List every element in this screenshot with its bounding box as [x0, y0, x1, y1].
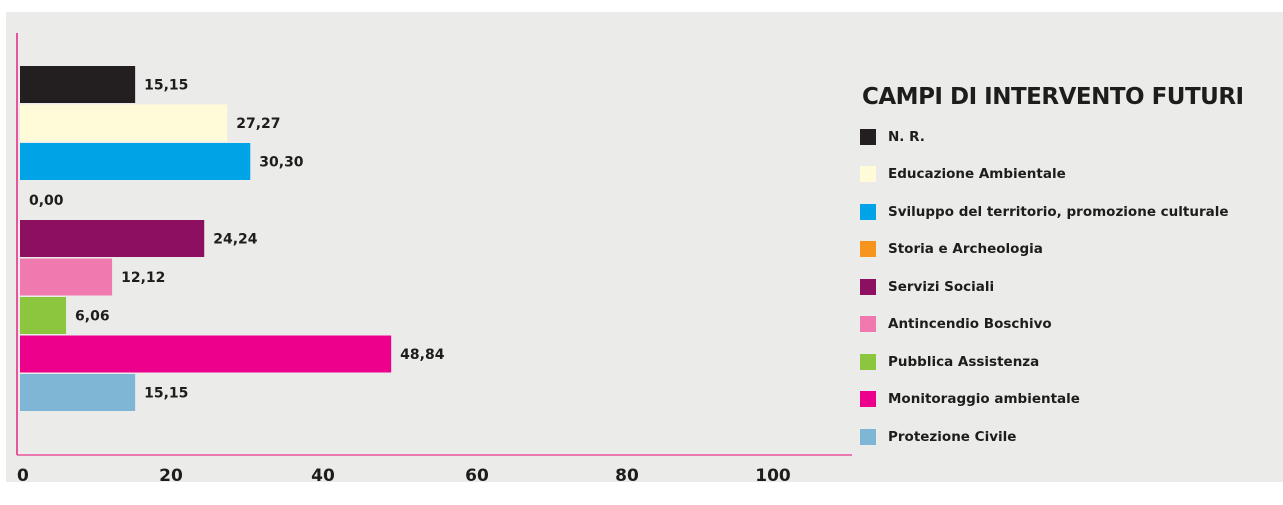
value-label-2: 30,30 [259, 155, 304, 171]
legend-swatch-1 [860, 166, 876, 183]
bar-7 [20, 335, 392, 373]
legend-label-3: Storia e Archeologia [888, 241, 1043, 258]
legend-item-5: Antincendio Boschivo [860, 306, 1280, 344]
legend-swatch-0 [860, 128, 876, 145]
x-tick-label-0: 0 [17, 466, 29, 486]
bar-chart: 15,15 27,27 30,30 0,00 24,24 12,12 6,06 48,84 15… [16, 33, 852, 486]
legend-swatch-7 [860, 391, 876, 408]
legend-label-8: Protezione Civile [888, 428, 1017, 445]
bar-0 [20, 66, 136, 103]
legend-item-4: Servizi Sociali [860, 268, 1280, 306]
legend-swatch-8 [860, 428, 876, 445]
chart-panel [6, 12, 1283, 482]
x-tick-label-60: 60 [465, 466, 489, 486]
legend: CAMPI DI INTERVENTO FUTURI N. R. Educazio… [860, 84, 1280, 456]
legend-label-6: Pubblica Assistenza [888, 353, 1040, 370]
value-label-3: 0,00 [29, 193, 64, 209]
x-tick-labels: 0 20 40 60 80 100 [17, 466, 791, 486]
legend-item-2: Sviluppo del territorio, promozione cult… [860, 193, 1280, 231]
bars-layer [20, 66, 392, 411]
legend-item-7: Monitoraggio ambientale [860, 381, 1280, 419]
bar-5 [20, 258, 113, 296]
value-labels-layer: 15,15 27,27 30,30 0,00 24,24 12,12 6,06 48,84 15… [29, 78, 445, 402]
legend-item-3: Storia e Archeologia [860, 231, 1280, 269]
legend-swatch-6 [860, 353, 876, 370]
x-tick-label-40: 40 [311, 466, 335, 486]
value-label-0: 15,15 [144, 78, 188, 94]
legend-items: N. R. Educazione Ambientale Sviluppo del t… [860, 118, 1280, 456]
legend-item-1: Educazione Ambientale [860, 156, 1280, 194]
legend-swatch-2 [860, 203, 876, 220]
legend-title: CAMPI DI INTERVENTO FUTURI [862, 84, 1244, 110]
value-label-7: 48,84 [400, 347, 445, 363]
legend-swatch-3 [860, 241, 876, 258]
legend-label-4: Servizi Sociali [888, 278, 995, 295]
x-tick-label-80: 80 [615, 466, 639, 486]
legend-item-6: Pubblica Assistenza [860, 343, 1280, 381]
value-label-5: 12,12 [121, 270, 165, 286]
legend-label-2: Sviluppo del territorio, promozione cult… [888, 203, 1229, 220]
legend-label-1: Educazione Ambientale [888, 166, 1066, 183]
value-label-4: 24,24 [213, 232, 258, 248]
value-label-8: 15,15 [144, 386, 188, 402]
bar-4 [20, 220, 205, 257]
bar-6 [20, 297, 67, 334]
legend-label-7: Monitoraggio ambientale [888, 391, 1080, 408]
bar-1 [20, 104, 228, 142]
value-label-6: 6,06 [75, 309, 110, 325]
bar-8 [20, 374, 136, 411]
value-label-1: 27,27 [236, 116, 280, 132]
legend-swatch-4 [860, 278, 876, 295]
legend-item-8: Protezione Civile [860, 418, 1280, 456]
legend-label-0: N. R. [888, 128, 925, 145]
x-tick-label-20: 20 [159, 466, 183, 486]
x-tick-label-100: 100 [755, 466, 791, 486]
legend-label-5: Antincendio Boschivo [888, 316, 1052, 333]
legend-item-0: N. R. [860, 118, 1280, 156]
legend-swatch-5 [860, 316, 876, 333]
bar-2 [20, 143, 251, 180]
